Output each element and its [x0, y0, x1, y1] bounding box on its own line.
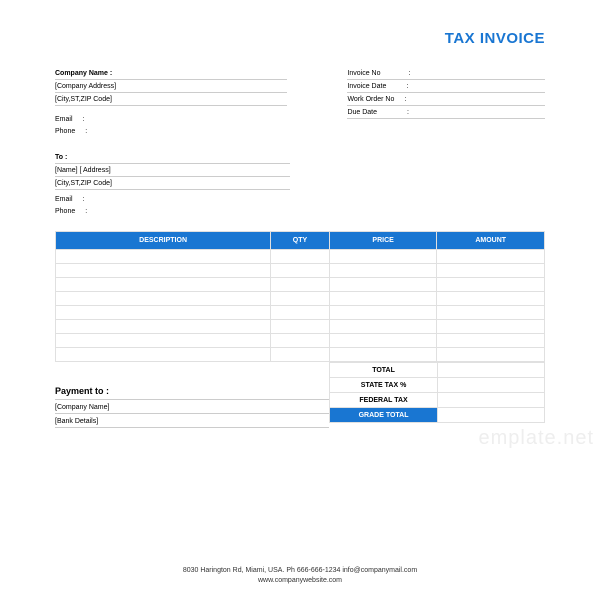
invoice-date-label: Invoice Date	[347, 83, 386, 90]
table-cell	[329, 264, 437, 278]
invoice-no-label: Invoice No	[347, 70, 380, 77]
table-cell	[437, 292, 545, 306]
table-cell	[271, 348, 330, 362]
table-cell	[437, 250, 545, 264]
table-row	[56, 320, 545, 334]
to-label: To :	[55, 151, 290, 164]
table-row	[56, 292, 545, 306]
table-cell	[56, 334, 271, 348]
table-cell	[437, 320, 545, 334]
payment-block: Payment to : [Company Name] [Bank Detail…	[55, 362, 329, 428]
federal-tax-value	[437, 393, 544, 408]
table-cell	[329, 306, 437, 320]
table-cell	[56, 250, 271, 264]
table-cell	[56, 292, 271, 306]
due-date-label: Due Date	[347, 109, 377, 116]
payment-bank: [Bank Details]	[55, 414, 329, 428]
grand-total-label: GRADE TOTAL	[330, 408, 437, 423]
state-tax-value	[437, 378, 544, 393]
table-cell	[271, 278, 330, 292]
company-city: [City,ST,ZIP Code]	[55, 96, 112, 103]
totals-table: TOTAL STATE TAX % FEDERAL TAX GRADE TOTA…	[329, 362, 545, 423]
col-amount: AMOUNT	[437, 232, 545, 250]
company-email-label: Email	[55, 116, 73, 123]
table-cell	[271, 264, 330, 278]
payment-company: [Company Name]	[55, 400, 329, 414]
footer-line2: www.companywebsite.com	[0, 576, 600, 586]
invoice-meta-block: Invoice No: Invoice Date: Work Order No:…	[347, 67, 545, 137]
total-label: TOTAL	[330, 363, 437, 378]
table-cell	[271, 306, 330, 320]
col-description: DESCRIPTION	[56, 232, 271, 250]
table-cell	[329, 292, 437, 306]
company-phone-label: Phone	[55, 128, 75, 135]
table-cell	[271, 334, 330, 348]
to-block: To : [Name] [ Address] [City,ST,ZIP Code…	[55, 151, 290, 217]
table-cell	[271, 250, 330, 264]
grand-total-value	[437, 408, 544, 423]
company-block: Company Name : [Company Address] [City,S…	[55, 67, 287, 137]
to-email-label: Email	[55, 196, 73, 203]
payment-title: Payment to :	[55, 386, 329, 400]
company-address: [Company Address]	[55, 83, 116, 90]
table-cell	[56, 306, 271, 320]
table-cell	[329, 348, 437, 362]
table-cell	[437, 306, 545, 320]
to-name-address: [Name] [ Address]	[55, 167, 111, 174]
footer-line1: 8030 Harington Rd, Miami, USA. Ph 666-66…	[0, 566, 600, 576]
federal-tax-label: FEDERAL TAX	[330, 393, 437, 408]
table-cell	[329, 334, 437, 348]
table-row	[56, 278, 545, 292]
to-phone-label: Phone	[55, 208, 75, 215]
doc-title: TAX INVOICE	[55, 30, 545, 47]
table-cell	[437, 278, 545, 292]
workorder-label: Work Order No	[347, 96, 394, 103]
table-cell	[271, 292, 330, 306]
table-row	[56, 264, 545, 278]
col-qty: QTY	[271, 232, 330, 250]
table-row	[56, 334, 545, 348]
total-value	[437, 363, 544, 378]
to-city: [City,ST,ZIP Code]	[55, 180, 112, 187]
footer: 8030 Harington Rd, Miami, USA. Ph 666-66…	[0, 566, 600, 586]
table-cell	[437, 264, 545, 278]
table-cell	[329, 320, 437, 334]
table-cell	[56, 348, 271, 362]
table-row	[56, 348, 545, 362]
items-table: DESCRIPTION QTY PRICE AMOUNT	[55, 231, 545, 362]
table-row	[56, 250, 545, 264]
table-cell	[271, 320, 330, 334]
table-cell	[56, 264, 271, 278]
col-price: PRICE	[329, 232, 437, 250]
table-cell	[437, 334, 545, 348]
table-cell	[329, 250, 437, 264]
table-cell	[56, 320, 271, 334]
company-name-label: Company Name :	[55, 70, 112, 77]
table-cell	[56, 278, 271, 292]
state-tax-label: STATE TAX %	[330, 378, 437, 393]
table-row	[56, 306, 545, 320]
table-cell	[437, 348, 545, 362]
table-cell	[329, 278, 437, 292]
